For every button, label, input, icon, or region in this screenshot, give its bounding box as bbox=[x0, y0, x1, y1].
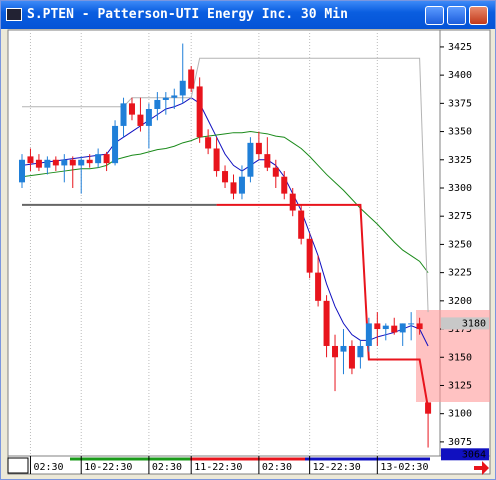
y-tick-label: 3075 bbox=[448, 437, 472, 448]
y-tick-label: 3125 bbox=[448, 380, 472, 391]
candle-body bbox=[103, 154, 110, 164]
candle-body bbox=[289, 193, 296, 211]
y-tick-label: 3100 bbox=[448, 409, 472, 420]
x-tick-label: 02:30 bbox=[262, 462, 292, 473]
candle-body bbox=[416, 323, 423, 330]
candle-body bbox=[238, 176, 245, 194]
corner-box[interactable] bbox=[7, 457, 29, 474]
candle-body bbox=[27, 156, 34, 164]
y-tick-label: 3225 bbox=[448, 268, 472, 279]
x-tick-label: 10-22:30 bbox=[84, 462, 132, 473]
y-tick-label: 3350 bbox=[448, 127, 472, 138]
candle-body bbox=[306, 238, 313, 273]
candle-body bbox=[69, 159, 76, 166]
candle-body bbox=[272, 167, 279, 177]
y-tick-label: 3150 bbox=[448, 352, 472, 363]
candle-body bbox=[188, 69, 195, 89]
candle-body bbox=[374, 323, 381, 330]
candle-body bbox=[332, 345, 339, 358]
candle-body bbox=[145, 108, 152, 126]
candle-body bbox=[35, 159, 42, 168]
price-marker bbox=[441, 317, 489, 330]
candle-body bbox=[137, 114, 144, 126]
y-tick-label: 3275 bbox=[448, 211, 472, 222]
y-tick-label: 3300 bbox=[448, 183, 472, 194]
candle-body bbox=[213, 148, 220, 172]
candle-body bbox=[357, 345, 364, 358]
minimize-button[interactable] bbox=[425, 6, 444, 25]
y-tick-label: 3375 bbox=[448, 98, 472, 109]
candle-body bbox=[179, 80, 186, 96]
candle-body bbox=[128, 103, 135, 115]
price-marker-label: 3064 bbox=[462, 449, 486, 460]
y-tick-label: 3425 bbox=[448, 42, 472, 53]
y-tick-label: 3175 bbox=[448, 324, 472, 335]
candle-body bbox=[425, 402, 432, 414]
candle-body bbox=[86, 159, 93, 164]
x-tick-label: 02:30 bbox=[152, 462, 182, 473]
price-marker bbox=[441, 448, 489, 461]
candle-body bbox=[340, 345, 347, 352]
candle-body bbox=[348, 345, 355, 369]
price-marker-label: 3180 bbox=[462, 318, 486, 329]
candle-body bbox=[112, 125, 119, 164]
candle-body bbox=[52, 159, 59, 166]
candle-body bbox=[162, 97, 169, 100]
x-tick-label: 12-22:30 bbox=[313, 462, 361, 473]
y-tick-label: 3325 bbox=[448, 155, 472, 166]
x-tick-label: 13-02:30 bbox=[380, 462, 428, 473]
candle-body bbox=[61, 159, 68, 166]
y-tick-label: 3200 bbox=[448, 296, 472, 307]
candle-body bbox=[44, 159, 51, 168]
candle-body bbox=[78, 159, 85, 166]
candle-body bbox=[19, 159, 25, 183]
candle-body bbox=[399, 323, 406, 333]
candle-body bbox=[365, 323, 372, 346]
candle-body bbox=[154, 99, 161, 109]
candle-body bbox=[196, 86, 203, 138]
candle-body bbox=[323, 300, 330, 346]
candle-body bbox=[255, 142, 262, 155]
candle-body bbox=[171, 95, 178, 98]
indicator-line bbox=[216, 203, 430, 409]
candle-body bbox=[120, 103, 127, 126]
plot-area bbox=[7, 29, 441, 457]
candle-body bbox=[247, 142, 254, 177]
candle-body bbox=[205, 137, 212, 149]
candle-body bbox=[264, 154, 271, 168]
candle-body bbox=[298, 210, 305, 239]
candle-body bbox=[315, 272, 322, 301]
candle-body bbox=[230, 182, 237, 194]
window-icon bbox=[6, 8, 22, 21]
candle-body bbox=[95, 154, 102, 164]
indicator-line bbox=[22, 57, 429, 313]
scroll-arrow[interactable] bbox=[474, 461, 489, 475]
window-title: S.PTEN - Patterson-UTI Energy Inc. 30 Mi… bbox=[27, 7, 348, 22]
title-bar: S.PTEN - Patterson-UTI Energy Inc. 30 Mi… bbox=[1, 1, 495, 29]
candle-body bbox=[281, 176, 288, 194]
candle-body bbox=[222, 171, 229, 183]
x-tick-label: 11-22:30 bbox=[194, 462, 242, 473]
close-button[interactable] bbox=[469, 6, 488, 25]
candle-body bbox=[382, 325, 389, 330]
x-tick-label: 02:30 bbox=[33, 462, 63, 473]
y-tick-label: 3400 bbox=[448, 70, 472, 81]
y-tick-label: 3250 bbox=[448, 239, 472, 250]
candle-body bbox=[391, 325, 398, 333]
maximize-button[interactable] bbox=[447, 6, 466, 25]
candle-body bbox=[408, 323, 415, 325]
